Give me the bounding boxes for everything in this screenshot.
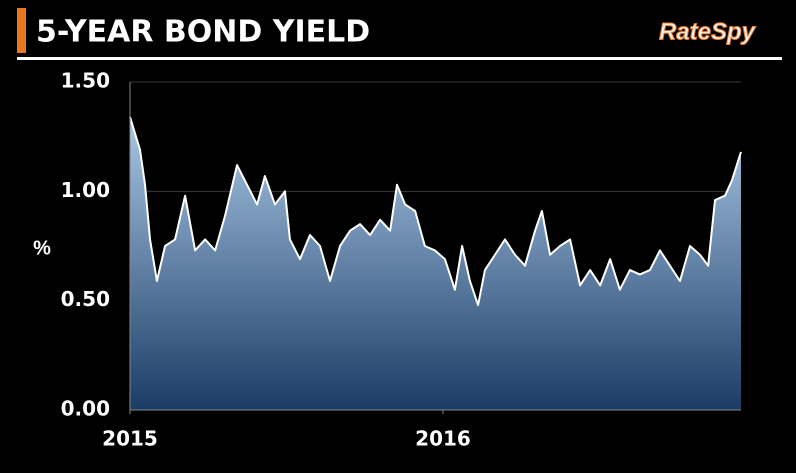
x-tick-label: 2016 [415,427,471,451]
logo: RateSpy [659,18,757,45]
y-axis-label: % [33,237,51,259]
line [129,116,742,307]
y-tick-label: 0.50 [61,287,110,311]
title-accent [17,8,26,53]
y-tick-label: 0.00 [61,397,110,421]
chart-title: 5-YEAR BOND YIELD [36,15,370,50]
y-tick-label: 1.00 [61,178,110,202]
y-tick-label: 1.50 [61,69,110,93]
x-tick-label: 2015 [102,427,158,451]
area [130,116,741,410]
header-rule [17,57,782,60]
